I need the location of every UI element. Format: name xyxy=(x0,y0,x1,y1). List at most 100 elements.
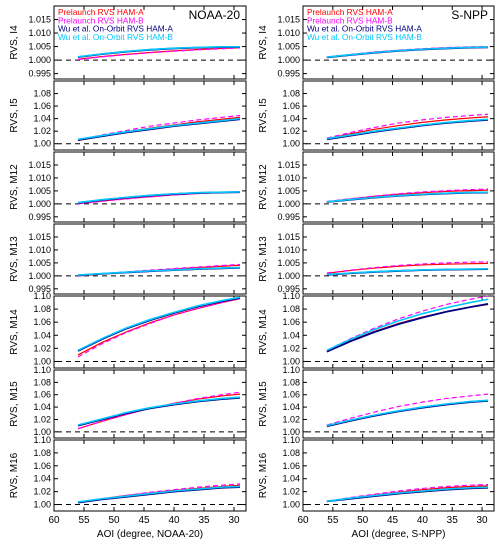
series-line-wu-et-al-on-orbit-rvs-ham-a xyxy=(326,46,489,59)
panel-frame xyxy=(302,151,495,223)
legend-entry: Prelaunch RVS HAM-B xyxy=(58,15,144,25)
legend-entry: Wu et al. On-Orbit RVS HAM-B xyxy=(58,32,173,42)
y-tick-label: 1.08 xyxy=(282,304,300,314)
y-tick-label: 1.04 xyxy=(33,330,51,340)
series-line-wu-et-al-on-orbit-rvs-ham-b xyxy=(326,399,489,427)
y-tick-label: 1.10 xyxy=(33,435,51,445)
y-tick-label: 1.06 xyxy=(282,317,300,327)
y-tick-label: 1.015 xyxy=(28,15,51,25)
series-line-prelaunch-rvs-ham-b xyxy=(326,188,489,203)
panel-frame xyxy=(302,5,495,80)
y-tick-label: 1.06 xyxy=(33,101,51,111)
x-tick-label: 55 xyxy=(78,515,90,526)
y-axis-label: RVS, M13 xyxy=(9,236,20,282)
y-tick-label: 1.02 xyxy=(33,414,51,424)
y-axis-label: RVS, M15 xyxy=(9,381,20,427)
panel-frame xyxy=(302,369,495,439)
y-tick-label: 1.08 xyxy=(33,304,51,314)
y-tick-label: 1.00 xyxy=(282,500,300,510)
x-tick-label: 50 xyxy=(108,515,120,526)
y-tick-label: 1.000 xyxy=(277,199,300,209)
series-line-prelaunch-rvs-ham-b xyxy=(326,113,489,139)
y-axis-label: RVS, M16 xyxy=(9,452,20,498)
y-tick-label: 1.00 xyxy=(33,427,51,437)
x-axis-label: AOI (degree, NOAA-20) xyxy=(97,529,203,540)
y-tick-label: 1.005 xyxy=(28,42,51,52)
y-tick-label: 1.04 xyxy=(33,114,51,124)
panel-noaa-20-2: 1.00 1.02 1.04 1.06 1.08 RVS, I5 xyxy=(9,80,247,151)
panel-noaa-20-7: 1.00 1.02 1.04 1.06 1.08 1.10 RVS, M16 xyxy=(9,435,247,512)
y-tick-label: 1.015 xyxy=(28,160,51,170)
series-line-prelaunch-rvs-ham-b xyxy=(77,47,241,61)
y-tick-label: 1.08 xyxy=(33,377,51,387)
y-tick-label: 1.02 xyxy=(33,343,51,353)
y-tick-label: 0.995 xyxy=(277,212,300,222)
y-tick-label: 1.005 xyxy=(277,42,300,52)
panel-frame xyxy=(53,80,247,151)
sensor-label: NOAA-20 xyxy=(189,8,241,22)
y-tick-label: 1.015 xyxy=(28,232,51,242)
x-tick-label: 50 xyxy=(357,515,369,526)
x-tick-label: 45 xyxy=(387,515,399,526)
series-line-prelaunch-rvs-ham-b xyxy=(77,191,241,205)
y-tick-label: 1.04 xyxy=(282,114,300,124)
x-axis-label: AOI (degree, S-NPP) xyxy=(352,529,446,540)
y-tick-label: 1.00 xyxy=(282,139,300,149)
legend-entry: Prelaunch RVS HAM-A xyxy=(307,7,393,17)
panel-s-npp-2: 1.00 1.02 1.04 1.06 1.08 RVS, I5 xyxy=(258,80,495,151)
y-tick-label: 1.010 xyxy=(28,28,51,38)
y-tick-label: 1.08 xyxy=(282,89,300,99)
series-line-prelaunch-rvs-ham-a xyxy=(77,191,241,205)
series-line-prelaunch-rvs-ham-a xyxy=(326,303,489,352)
panel-frame xyxy=(53,5,247,80)
y-tick-label: 1.02 xyxy=(33,126,51,136)
series-line-wu-et-al-on-orbit-rvs-ham-b xyxy=(77,117,241,141)
y-tick-label: 0.995 xyxy=(28,284,51,294)
y-tick-label: 1.08 xyxy=(282,377,300,387)
y-tick-label: 1.02 xyxy=(282,414,300,424)
y-tick-label: 1.010 xyxy=(277,245,300,255)
y-tick-label: 1.010 xyxy=(277,173,300,183)
panel-noaa-20-6: 1.00 1.02 1.04 1.06 1.08 1.10 RVS, M15 xyxy=(9,365,247,439)
panel-noaa-20-5: 1.00 1.02 1.04 1.06 1.08 1.10 RVS, M14 xyxy=(9,291,247,369)
y-tick-label: 1.04 xyxy=(282,402,300,412)
x-tick-label: 30 xyxy=(477,515,489,526)
y-tick-label: 1.02 xyxy=(282,487,300,497)
x-tick-label: 30 xyxy=(228,515,240,526)
y-axis-label: RVS, I4 xyxy=(258,25,269,60)
y-tick-label: 1.000 xyxy=(28,55,51,65)
legend-entry: Wu et al. On-Orbit RVS HAM-A xyxy=(58,24,173,34)
panel-s-npp-5: 1.00 1.02 1.04 1.06 1.08 1.10 RVS, M14 xyxy=(258,291,495,369)
series-line-wu-et-al-on-orbit-rvs-ham-b xyxy=(326,268,489,276)
panel-frame xyxy=(302,295,495,369)
series-line-wu-et-al-on-orbit-rvs-ham-b xyxy=(326,46,489,58)
x-tick-label: 45 xyxy=(138,515,150,526)
panel-frame xyxy=(53,223,247,295)
series-line-prelaunch-rvs-ham-b xyxy=(326,295,489,351)
series-line-wu-et-al-on-orbit-rvs-ham-a xyxy=(77,486,241,504)
y-tick-label: 1.015 xyxy=(277,15,300,25)
y-axis-label: RVS, M15 xyxy=(258,381,269,427)
panel-frame xyxy=(302,439,495,512)
y-tick-label: 1.010 xyxy=(28,173,51,183)
series-line-prelaunch-rvs-ham-a xyxy=(326,116,489,140)
y-tick-label: 1.000 xyxy=(28,199,51,209)
series-line-wu-et-al-on-orbit-rvs-ham-b xyxy=(77,296,241,352)
y-tick-label: 1.06 xyxy=(33,317,51,327)
series-line-prelaunch-rvs-ham-b xyxy=(77,298,241,358)
x-tick-label: 35 xyxy=(198,515,210,526)
panel-frame xyxy=(53,439,247,512)
y-tick-label: 1.04 xyxy=(33,474,51,484)
x-tick-label: 40 xyxy=(168,515,180,526)
y-tick-label: 1.015 xyxy=(277,160,300,170)
panel-s-npp-3: 0.995 1.000 1.005 1.010 1.015 RVS, M12 xyxy=(258,151,495,223)
series-line-wu-et-al-on-orbit-rvs-ham-b xyxy=(326,298,489,352)
y-tick-label: 1.005 xyxy=(277,258,300,268)
x-tick-label: 35 xyxy=(447,515,459,526)
y-tick-label: 1.10 xyxy=(33,365,51,375)
y-tick-label: 1.000 xyxy=(28,271,51,281)
y-tick-label: 1.08 xyxy=(33,448,51,458)
y-axis-label: RVS, I5 xyxy=(9,98,20,133)
legend-entry: Wu et al. On-Orbit RVS HAM-B xyxy=(307,32,422,42)
